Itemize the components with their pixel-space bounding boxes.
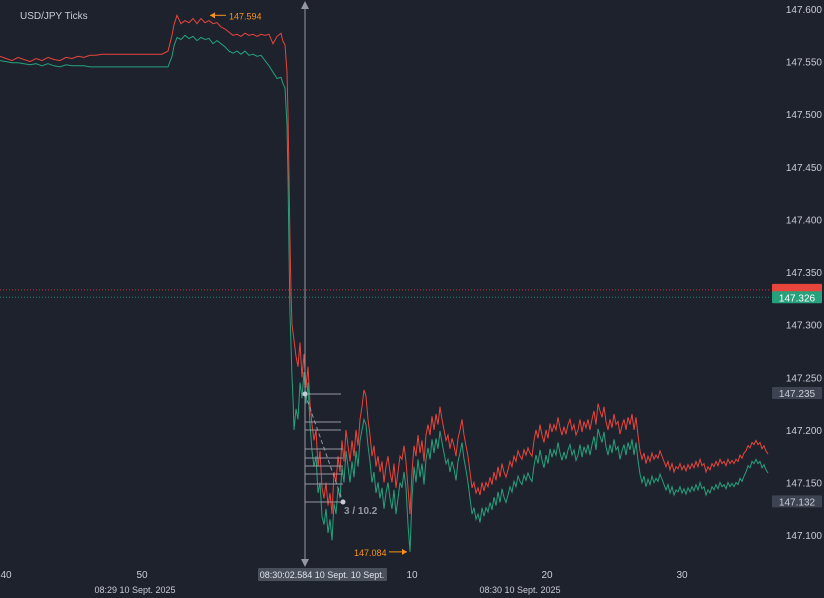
y-tick-label: 147.600 — [786, 5, 823, 16]
high-marker-label: 147.594 — [229, 11, 262, 21]
crosshair-time-tag — [258, 568, 387, 581]
y-tick-label: 147.100 — [786, 531, 823, 542]
x-tick-label: 20 — [541, 570, 553, 581]
x-date-label: 08:30 10 Sept. 2025 — [479, 585, 560, 595]
x-date-label: 08:29 10 Sept. 2025 — [94, 585, 175, 595]
y-tick-label: 147.550 — [786, 58, 823, 69]
x-tick-label: 40 — [0, 570, 12, 581]
ruler-end-point — [340, 499, 346, 505]
x-tick-label: 10 — [406, 570, 418, 581]
low-marker-label: 147.084 — [354, 548, 387, 558]
price-tag-label: 147.132 — [779, 497, 816, 508]
x-tick-label: 50 — [136, 570, 148, 581]
y-tick-label: 147.300 — [786, 321, 823, 332]
ruler-arrow-down-icon — [301, 559, 309, 567]
y-tick-label: 147.450 — [786, 163, 823, 174]
y-tick-label: 147.400 — [786, 215, 823, 226]
y-tick-label: 147.200 — [786, 426, 823, 437]
ruler-label: 3 / 10.2 — [344, 506, 378, 517]
plot-area — [0, 0, 770, 568]
price-tag-label: 147.326 — [779, 293, 816, 304]
high-marker-arrow-icon — [210, 12, 215, 19]
y-tick-label: 147.350 — [786, 268, 823, 279]
low-marker-arrow-icon — [402, 548, 407, 555]
crosshair-time-label: 08:30:02.584 10 Sept. 10 Sept. — [260, 570, 385, 580]
series-line-bid — [0, 34, 769, 552]
series-line-ask — [0, 13, 769, 515]
y-tick-label: 147.250 — [786, 373, 823, 384]
y-tick-label: 147.500 — [786, 110, 823, 121]
ruler-diagonal — [304, 393, 344, 503]
x-tick-label: 30 — [676, 570, 688, 581]
time-axis — [0, 568, 824, 598]
ruler-arrow-up-icon — [301, 1, 309, 9]
y-tick-label: 147.150 — [786, 478, 823, 489]
price-tag — [772, 387, 822, 400]
price-tag — [772, 495, 822, 508]
ruler-start-point — [302, 391, 308, 397]
price-tag-label: 147.235 — [779, 389, 816, 400]
chart-title: USD/JPY Ticks — [20, 11, 88, 22]
price-tag — [772, 291, 822, 304]
